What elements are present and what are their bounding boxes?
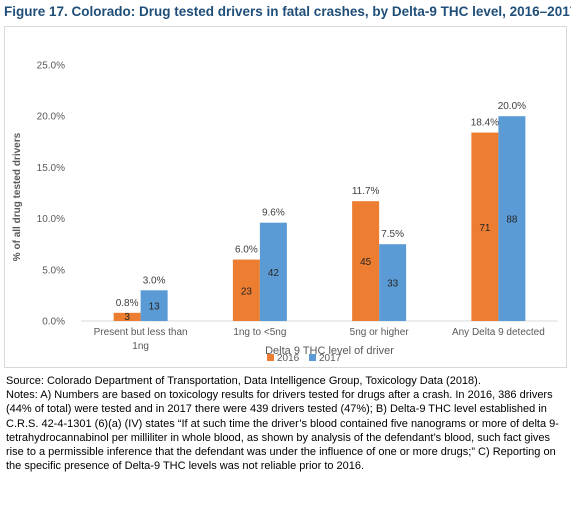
legend-swatch-2016 <box>267 354 274 361</box>
bar-value-label: 20.0% <box>498 101 526 112</box>
x-axis-title: Delta 9 THC level of driver <box>265 345 394 357</box>
y-tick-label: 10.0% <box>37 214 65 225</box>
y-axis-title: % of all drug tested drivers <box>12 132 23 261</box>
bar-value-label: 0.8% <box>116 298 139 309</box>
bar-count-label: 42 <box>268 268 280 279</box>
chart-area: 0.0% 5.0% 10.0% 15.0% 20.0% 25.0% % of all dru… <box>4 26 567 368</box>
bar-count-label: 13 <box>149 302 161 313</box>
bar-value-label: 3.0% <box>143 275 166 286</box>
bar-count-label: 23 <box>241 286 253 297</box>
legend-label-2017: 2017 <box>319 353 342 364</box>
bar-2017 <box>379 244 407 321</box>
figure-notes: Source: Colorado Department of Transport… <box>6 374 565 473</box>
figure-title: Figure 17. Colorado: Drug tested drivers… <box>4 4 571 19</box>
bar-value-label: 6.0% <box>235 245 258 256</box>
bar-value-label: 11.7% <box>352 186 380 197</box>
x-tick-label: 1ng to <5ng <box>233 327 286 338</box>
x-tick-label: 5ng or higher <box>350 327 410 338</box>
y-tick-label: 5.0% <box>42 265 65 276</box>
x-tick-label: 1ng <box>132 341 149 352</box>
source-note: Source: Colorado Department of Transport… <box>6 375 481 387</box>
x-tick-label: Present but less than <box>94 327 188 338</box>
bar-value-label: 7.5% <box>381 229 404 240</box>
x-tick-label: Any Delta 9 detected <box>452 327 545 338</box>
bar-count-label: 88 <box>506 215 518 226</box>
notes-text: Notes: A) Numbers are based on toxicolog… <box>6 389 559 473</box>
legend-label-2016: 2016 <box>277 353 300 364</box>
bar-2017 <box>140 290 168 321</box>
y-tick-label: 0.0% <box>42 317 65 328</box>
bar-2016 <box>113 312 141 321</box>
bar-count-label: 33 <box>387 279 399 290</box>
bar-2016 <box>232 259 260 321</box>
y-tick-label: 25.0% <box>37 61 65 72</box>
bar-2016 <box>471 132 499 321</box>
y-tick-label: 15.0% <box>37 163 65 174</box>
bar-count-label: 71 <box>479 223 491 234</box>
bar-2017 <box>498 116 526 321</box>
y-tick-label: 20.0% <box>37 112 65 123</box>
bar-value-label: 18.4% <box>471 118 499 129</box>
legend-swatch-2017 <box>309 354 316 361</box>
bar-count-label: 45 <box>360 257 372 268</box>
bar-count-label: 3 <box>124 312 130 323</box>
bar-2016 <box>352 201 380 321</box>
bar-value-label: 9.6% <box>262 208 285 219</box>
bar-2017 <box>259 222 287 321</box>
bar-chart: 0.0% 5.0% 10.0% 15.0% 20.0% 25.0% % of all dru… <box>12 61 558 364</box>
